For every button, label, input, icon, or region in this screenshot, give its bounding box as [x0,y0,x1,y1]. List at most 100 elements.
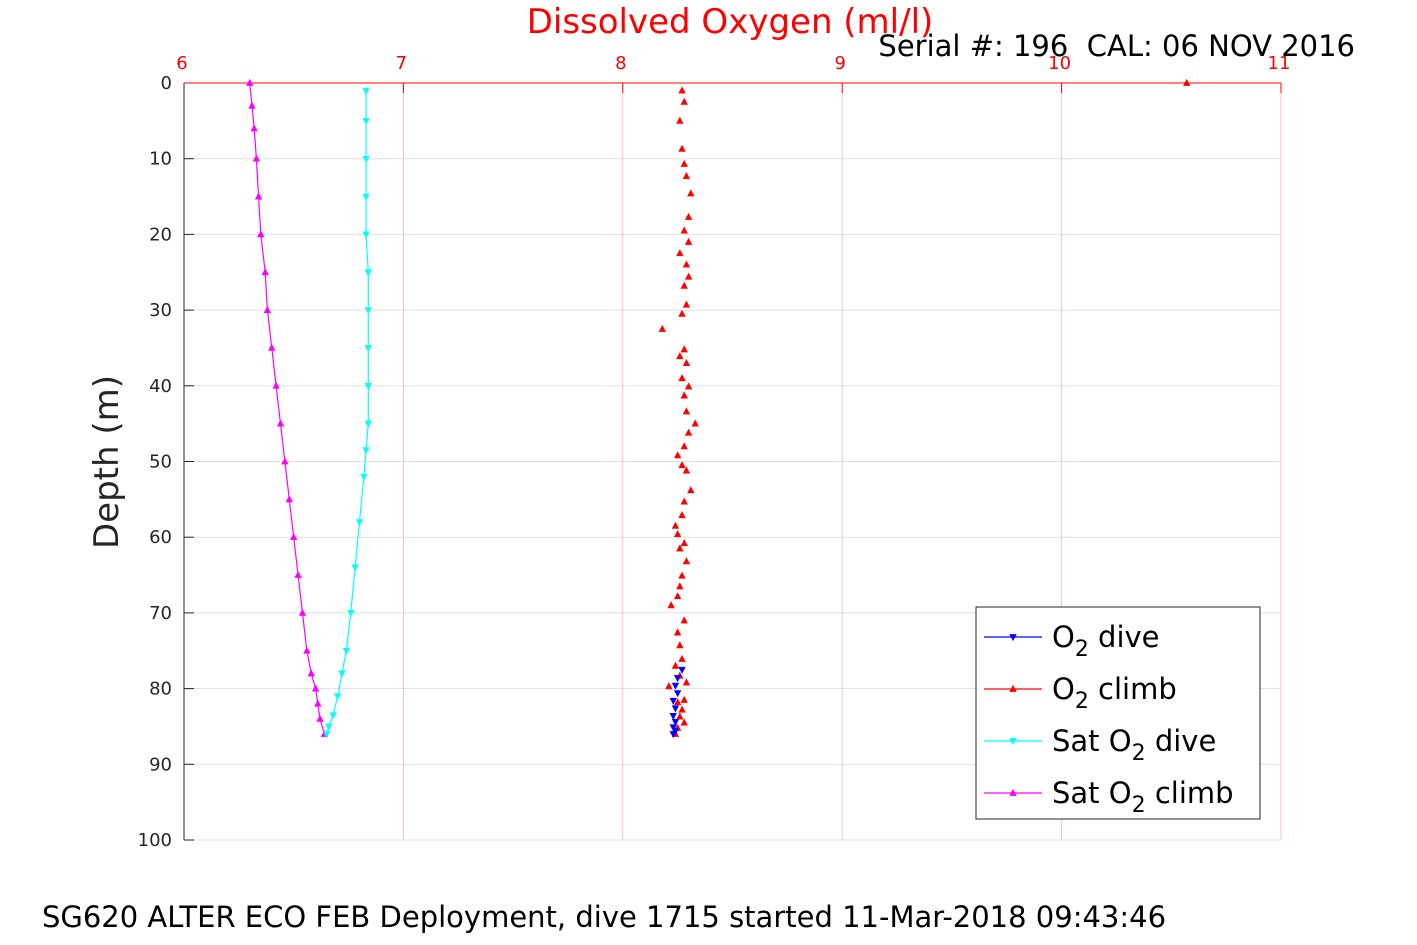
data-point [667,601,675,609]
data-point [276,419,285,427]
data-point [303,646,311,654]
data-point [678,654,686,662]
series-line [249,82,325,735]
data-point [682,171,691,179]
data-point [248,101,256,109]
data-point [658,324,666,332]
data-point [682,358,691,366]
data-point [347,610,355,618]
y-tick-label: 50 [149,452,172,473]
x-tick-label: 11 [1268,53,1291,74]
legend-label: O2 climb [1052,672,1177,714]
data-point [676,712,684,720]
data-point [307,669,315,677]
y-tick-label: 30 [149,300,172,321]
data-point [281,457,289,465]
axes: 0 10 20 30 40 50 60 70 80 90 100 6 7 8 9 10 11 [138,53,1291,851]
data-point [364,420,372,428]
data-point [682,260,691,268]
data-point [268,343,276,351]
y-tick-label: 100 [138,830,172,851]
series-sat-o2-climb [246,78,329,737]
legend-swatch-marker [1009,738,1017,746]
data-point [325,723,333,731]
data-point [364,307,372,315]
data-point [669,712,677,721]
data-point [673,530,682,538]
data-point [290,533,298,541]
data-point [669,724,677,732]
data-point [680,159,688,167]
data-point [322,731,331,739]
y-tick-label: 60 [149,527,172,548]
data-point [676,641,684,649]
data-point [676,116,684,124]
data-point [294,570,302,578]
x-tick-label: 8 [615,53,626,74]
data-point [684,382,693,390]
data-point [682,300,691,308]
y-tick-label: 80 [149,679,172,700]
data-point [682,466,691,474]
data-point [671,719,680,727]
legend-label: Sat O2 dive [1052,724,1216,766]
data-point [680,442,688,450]
plot-area [246,78,1191,739]
data-point [684,272,693,280]
data-point [314,699,322,707]
data-point [360,473,368,481]
y-tick-label: 40 [149,376,172,397]
data-point [680,718,688,726]
data-point [362,447,370,455]
data-point [669,697,677,705]
data-point [362,193,370,201]
data-point [673,690,682,698]
x-tick-label: 7 [396,53,407,74]
data-point [364,269,372,277]
data-point [362,155,370,163]
data-point [246,78,254,86]
data-point [680,616,688,624]
data-point [338,670,346,678]
data-point [676,544,684,552]
chart-footer: SG620 ALTER ECO FEB Deployment, dive 171… [42,900,1166,934]
data-point [684,237,693,245]
y-axis-label: Depth (m) [87,375,127,549]
data-point [261,268,269,276]
data-point [678,511,686,519]
data-point [665,682,673,690]
y-tick-label: 10 [149,149,172,170]
data-point [678,666,686,674]
grid [183,82,1282,841]
data-point [329,712,337,720]
data-point [680,497,688,505]
data-point [252,154,261,162]
data-point [682,678,691,686]
chart-subtitle: Serial #: 196 CAL: 06 NOV 2016 [878,29,1355,63]
data-point [680,539,688,547]
data-point [673,628,682,636]
legend-swatch-marker [1009,684,1017,692]
data-point [351,564,359,572]
data-point [316,714,324,722]
data-point [285,495,294,503]
data-point [364,382,372,390]
y-tick-label: 20 [149,224,172,245]
data-point [671,661,680,669]
data-point [676,582,684,590]
data-point [678,144,686,152]
data-point [257,230,265,238]
data-point [684,428,693,436]
data-point [680,97,688,105]
data-point [678,461,686,469]
legend-swatch-marker [1009,788,1017,796]
data-point [362,87,370,95]
data-point [680,695,688,703]
data-point [342,647,351,655]
data-point [678,86,686,94]
data-point [673,675,682,683]
data-point [676,249,684,257]
data-point [673,592,682,600]
data-point [682,557,691,565]
